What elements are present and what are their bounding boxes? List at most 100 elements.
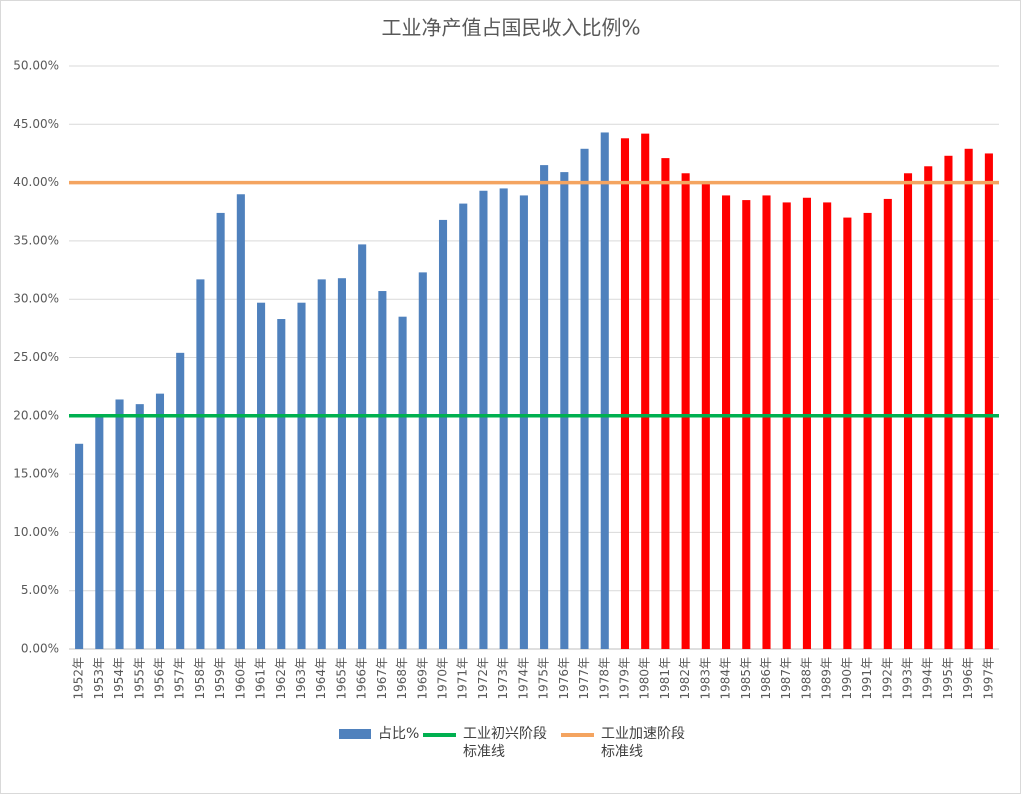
bar — [903, 173, 913, 649]
x-tick-label: 1966年 — [355, 657, 369, 700]
bar — [883, 198, 892, 649]
x-tick-label: 1962年 — [274, 657, 288, 700]
bar — [661, 158, 670, 649]
bar — [722, 195, 731, 649]
bar — [620, 138, 630, 650]
bar — [560, 172, 569, 649]
bar — [782, 202, 791, 649]
legend-swatch — [339, 729, 371, 739]
bar — [236, 194, 245, 649]
x-tick-label: 1955年 — [132, 657, 146, 700]
x-tick-label: 1990年 — [840, 657, 854, 700]
x-tick-label: 1983年 — [698, 657, 712, 700]
x-tick-label: 1981年 — [658, 657, 672, 700]
bar — [459, 203, 468, 649]
bar — [984, 153, 993, 649]
x-tick-label: 1953年 — [92, 657, 106, 700]
bar — [297, 302, 306, 649]
x-tick-label: 1971年 — [456, 657, 470, 700]
bar — [115, 399, 124, 649]
legend-swatch — [561, 733, 594, 737]
x-tick-label: 1954年 — [112, 657, 126, 700]
legend-item: 工业初兴阶段标准线 — [423, 725, 553, 761]
x-tick-label: 1969年 — [415, 657, 429, 700]
legend-label: 工业初兴阶段标准线 — [463, 726, 547, 760]
y-tick-label: 10.00% — [13, 525, 59, 539]
x-tick-label: 1989年 — [820, 657, 834, 700]
bar — [135, 404, 144, 649]
x-tick-label: 1975年 — [537, 657, 551, 700]
bar — [802, 197, 811, 649]
bar — [823, 202, 832, 649]
legend-item: 占比% — [339, 725, 468, 743]
x-tick-label: 1995年 — [941, 657, 955, 700]
x-tick-label: 1997年 — [981, 657, 995, 700]
legend-label: 工业加速阶段标准线 — [601, 726, 685, 760]
x-tick-label: 1993年 — [901, 657, 915, 700]
x-tick-label: 1974年 — [516, 657, 530, 700]
x-tick-label: 1952年 — [72, 657, 86, 700]
bar — [75, 443, 84, 649]
bar — [742, 200, 751, 649]
bar — [378, 291, 387, 649]
legend-swatch — [423, 733, 456, 737]
bar — [580, 148, 589, 649]
bar — [196, 279, 205, 649]
x-tick-label: 1958年 — [193, 657, 207, 700]
x-tick-label: 1967年 — [375, 657, 389, 700]
y-tick-label: 5.00% — [21, 583, 59, 597]
y-tick-label: 25.00% — [13, 350, 59, 364]
x-tick-label: 1976年 — [557, 657, 571, 700]
x-tick-label: 1979年 — [617, 657, 631, 700]
bar — [277, 319, 286, 649]
bar — [95, 416, 104, 649]
x-tick-label: 1956年 — [152, 657, 166, 700]
bar — [337, 278, 346, 649]
x-tick-label: 1965年 — [334, 657, 348, 700]
x-tick-label: 1985年 — [739, 657, 753, 700]
y-tick-label: 15.00% — [13, 467, 59, 481]
x-tick-label: 1960年 — [233, 657, 247, 700]
bar — [418, 272, 427, 649]
bar — [155, 393, 165, 649]
bar — [964, 148, 973, 649]
x-tick-label: 1972年 — [476, 657, 490, 700]
bar — [257, 302, 266, 649]
x-tick-label: 1959年 — [213, 657, 227, 700]
x-tick-label: 1977年 — [577, 657, 591, 700]
chart: 工业净产值占国民收入比例% 0.00% 5.00% 10.00% 15.00% 20.0… — [13, 16, 999, 700]
x-tick-label: 1994年 — [921, 657, 935, 700]
bar — [600, 132, 609, 649]
bar — [681, 173, 690, 649]
chart-title: 工业净产值占国民收入比例% — [381, 16, 640, 40]
y-tick-label: 30.00% — [13, 292, 59, 306]
x-tick-label: 1978年 — [597, 657, 611, 700]
x-tick-label: 1996年 — [961, 657, 975, 700]
bar — [924, 166, 933, 649]
bar — [641, 133, 650, 650]
x-tick-label: 1980年 — [638, 657, 652, 700]
bar — [843, 217, 852, 649]
x-tick-label: 1984年 — [719, 657, 733, 700]
y-tick-label: 50.00% — [13, 59, 59, 73]
bar — [176, 352, 185, 649]
bar — [317, 279, 326, 649]
y-tick-label: 20.00% — [13, 408, 59, 422]
bar — [540, 165, 549, 650]
bar — [479, 190, 488, 649]
bar — [944, 155, 953, 650]
y-tick-label: 0.00% — [21, 642, 59, 656]
y-tick-label: 45.00% — [13, 117, 59, 131]
bar — [762, 195, 771, 649]
x-tick-label: 1991年 — [860, 657, 874, 700]
bar — [499, 188, 508, 649]
legend-label: 占比% — [378, 726, 420, 742]
bar — [863, 212, 872, 649]
bar — [398, 316, 407, 649]
x-tick-label: 1987年 — [779, 657, 793, 700]
x-tick-label: 1970年 — [436, 657, 450, 700]
bar — [216, 212, 225, 649]
x-tick-label: 1968年 — [395, 657, 409, 700]
x-tick-label: 1963年 — [294, 657, 308, 700]
